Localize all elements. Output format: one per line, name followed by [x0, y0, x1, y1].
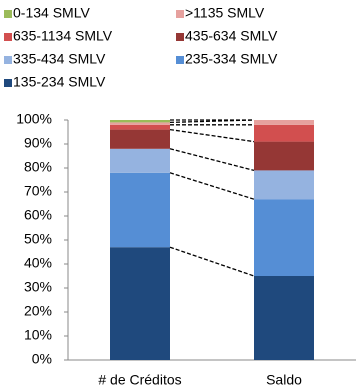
y-tick-label: 60% — [24, 207, 52, 223]
legend-swatch — [4, 33, 12, 41]
bar-segment — [110, 148, 170, 173]
legend-label: >1135 SMLV — [185, 5, 265, 21]
y-tick-label: 70% — [24, 183, 52, 199]
y-tick-label: 40% — [24, 255, 52, 271]
legend-label: 0-134 SMLV — [13, 5, 90, 21]
legend-label: 235-334 SMLV — [185, 51, 278, 67]
y-tick-label: 20% — [24, 303, 52, 319]
legend-swatch — [4, 56, 12, 64]
bar-segment — [254, 276, 314, 360]
connector — [169, 128, 255, 143]
bar-segment — [110, 247, 170, 360]
connector — [169, 172, 255, 200]
y-tick-label: 30% — [24, 279, 52, 295]
legend-label: 135-234 SMLV — [13, 74, 106, 90]
bar-segment — [110, 122, 170, 125]
y-tick-label: 50% — [24, 231, 52, 247]
legend-swatch — [4, 10, 12, 18]
legend-swatch — [4, 79, 12, 87]
bar-segment — [110, 124, 170, 130]
bar-segment — [254, 141, 314, 171]
legend-swatch — [176, 33, 184, 41]
bar-segment — [254, 120, 314, 125]
bar-segment — [254, 124, 314, 142]
x-tick-label: # de Créditos — [98, 372, 181, 388]
y-tick-label: 0% — [32, 351, 52, 367]
connector — [169, 246, 255, 277]
connector — [169, 148, 255, 172]
bar-segment — [110, 129, 170, 149]
connector — [169, 119, 255, 124]
bar-segment — [110, 172, 170, 248]
y-tick-label: 10% — [24, 327, 52, 343]
legend-label: 335-434 SMLV — [13, 51, 106, 67]
x-tick-label: Saldo — [266, 372, 302, 388]
bar-segment — [110, 120, 170, 123]
legend-label: 435-634 SMLV — [185, 28, 278, 44]
legend-label: 635-1134 SMLV — [13, 28, 113, 44]
bar-segment — [254, 170, 314, 200]
bar-segment — [254, 199, 314, 276]
y-tick-label: 100% — [16, 111, 52, 127]
legend-swatch — [176, 56, 184, 64]
y-tick-label: 80% — [24, 159, 52, 175]
legend-swatch — [176, 10, 184, 18]
y-tick-label: 90% — [24, 135, 52, 151]
